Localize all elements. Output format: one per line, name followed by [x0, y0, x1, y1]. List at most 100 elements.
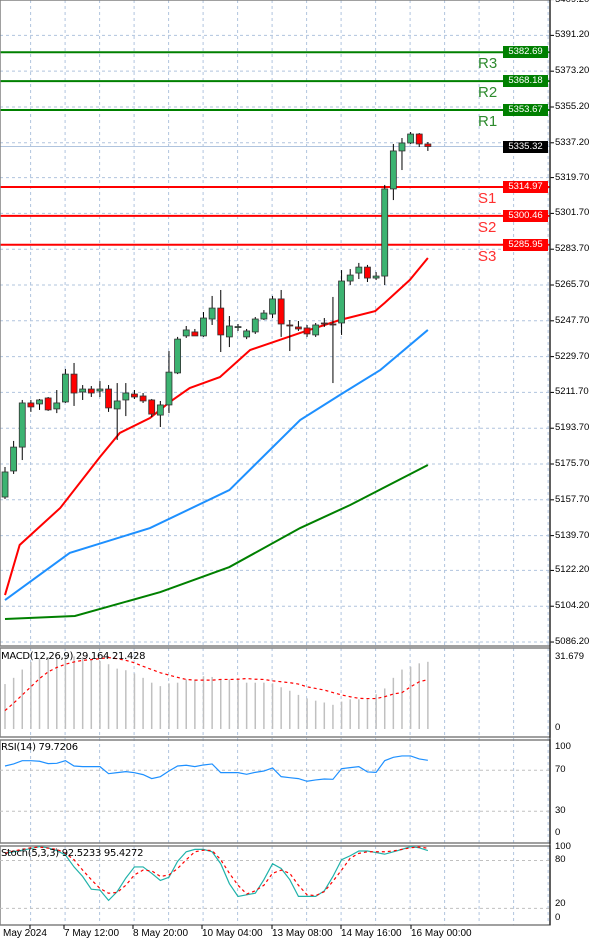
candle-up: [312, 324, 320, 336]
candle-up: [225, 325, 233, 338]
candle-up: [200, 317, 207, 337]
rsi-axis-label: 100: [555, 741, 571, 752]
level-name-s1: S1: [478, 190, 497, 207]
level-badge-r2: 5368.18: [503, 75, 548, 88]
time-axis-label: 8 May 20:00: [133, 928, 189, 939]
candle-up: [1, 471, 9, 498]
candle-up: [10, 446, 18, 472]
price-axis-label: 5319.70: [555, 171, 590, 183]
candle-up: [96, 388, 104, 392]
stoch-axis-label: 80: [555, 854, 566, 865]
price-axis-label: 5175.70: [555, 458, 590, 469]
time-axis-label: May 2024: [3, 928, 47, 939]
macd-signal-line: [4, 656, 429, 712]
candle-up: [62, 373, 69, 403]
level-badge-s1: 5314.97: [503, 181, 548, 193]
candle-up: [372, 275, 380, 279]
price-axis-label: 5337.20: [555, 136, 590, 148]
stoch-title: Stoch(5,3,3) 92.5233 95.4272: [1, 848, 144, 859]
time-axis-label: 16 May 00:00: [411, 928, 472, 939]
price-axis-label: 5355.20: [555, 100, 590, 112]
price-axis-label: 5229.70: [555, 350, 590, 362]
level-name-r2: R2: [478, 84, 498, 102]
candle-down: [303, 327, 311, 335]
rsi-axis-label: 30: [555, 805, 566, 816]
candle-up: [53, 402, 61, 410]
candle-down: [44, 397, 52, 411]
macd-title: MACD(12,26,9) 29.164 21.428: [1, 651, 146, 662]
candle-up: [208, 307, 216, 320]
candle-down: [131, 393, 138, 398]
candle-up: [346, 274, 354, 282]
time-axis-label: 10 May 04:00: [202, 928, 263, 939]
candle-down: [139, 395, 147, 402]
candle-down: [364, 266, 371, 279]
price-axis-label: 5104.20: [555, 600, 590, 612]
price-axis-label: 5283.70: [555, 243, 590, 255]
candle-up: [269, 298, 276, 315]
moving-average-line: [4, 329, 429, 601]
rsi-axis-label: 70: [555, 764, 566, 775]
level-name-r3: R3: [478, 55, 498, 73]
time-axis-label: 13 May 08:00: [272, 928, 333, 939]
time-axis-label: 7 May 12:00: [64, 928, 120, 939]
candle-down: [295, 326, 302, 330]
price-axis-label: 5193.70: [555, 422, 590, 434]
rsi-line: [4, 755, 428, 782]
current-price-badge: 5335.32: [503, 140, 548, 153]
candle-up: [355, 266, 363, 274]
candle-down: [191, 331, 199, 337]
price-axis-label: 5409.20: [555, 0, 589, 5]
candle-up: [338, 280, 345, 324]
stoch-axis-label: 100: [555, 841, 571, 852]
stoch-axis-label: 0: [555, 912, 561, 923]
stoch-axis-label: 20: [555, 898, 566, 909]
level-name-s2: S2: [478, 218, 497, 236]
candle-down: [286, 324, 294, 327]
candle-down: [70, 373, 78, 394]
price-axis-label: 5122.20: [555, 564, 590, 576]
stoch-k-line: [4, 845, 429, 902]
level-badge-s2: 5300.46: [503, 209, 548, 222]
price-axis-label: 5301.70: [555, 207, 590, 219]
level-badge-r3: 5382.69: [503, 46, 548, 59]
candle-down: [277, 298, 285, 325]
candle-down: [87, 388, 95, 394]
candle-up: [182, 329, 190, 337]
level-badge-s3: 5285.95: [503, 238, 548, 251]
candle-up: [398, 142, 406, 152]
candle-up: [113, 400, 121, 410]
price-axis-label: 5086.20: [555, 636, 590, 648]
panel-frame: [0, 739, 551, 844]
candle-up: [243, 330, 251, 338]
candle-up: [36, 399, 43, 405]
candle-down: [27, 402, 35, 408]
rsi-title: RSI(14) 79.7206: [1, 742, 78, 753]
candle-up: [234, 326, 242, 328]
candle-up: [407, 133, 415, 144]
candle-up: [156, 404, 164, 416]
moving-average-line: [4, 257, 429, 596]
candle-up: [381, 188, 389, 277]
price-axis-label: 5139.70: [555, 529, 590, 541]
price-axis-label: 5211.70: [555, 386, 589, 398]
candle-up: [18, 402, 26, 448]
candle-down: [320, 322, 328, 325]
price-axis-label: 5157.70: [555, 493, 590, 505]
time-axis-label: 14 May 16:00: [341, 928, 402, 939]
price-axis-label: 5265.70: [555, 279, 590, 290]
level-badge-r1: 5353.67: [503, 104, 548, 117]
candle-down: [329, 323, 337, 326]
candle-up: [389, 150, 397, 190]
candle-up: [174, 338, 182, 374]
candle-down: [415, 133, 423, 145]
macd-axis-label: 31.679: [555, 651, 585, 662]
candle-down: [217, 307, 225, 336]
candle-up: [122, 392, 130, 401]
candle-up: [79, 388, 87, 393]
candle-down: [424, 143, 432, 147]
moving-average-line: [4, 464, 429, 620]
candle-up: [260, 312, 268, 320]
candle-down: [105, 388, 112, 409]
